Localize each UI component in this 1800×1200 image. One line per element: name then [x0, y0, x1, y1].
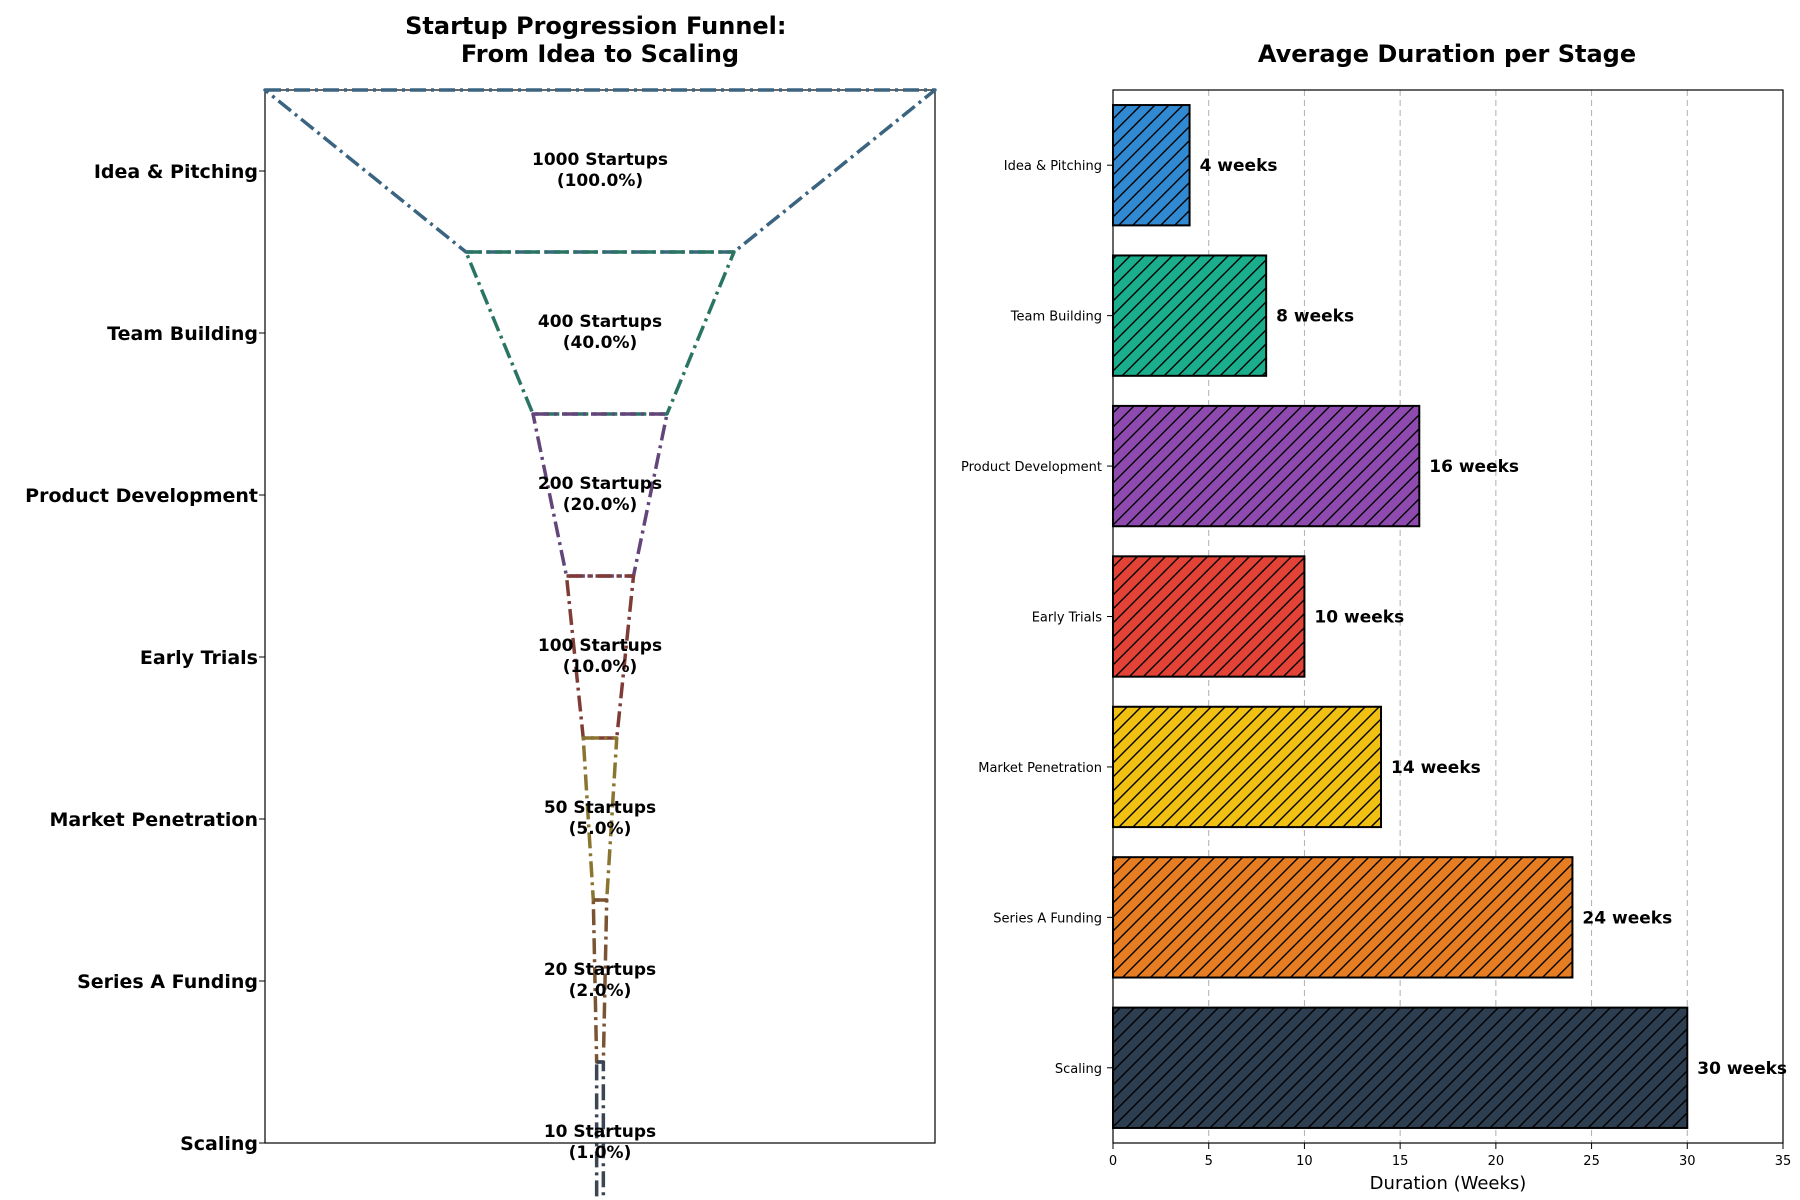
bar-x-axis-label: Duration (Weeks) [1370, 1173, 1527, 1194]
bar-product-development [1112, 404, 1421, 528]
bar-xtick-label-20: 20 [1488, 1154, 1505, 1169]
funnel-pct-label-early-trials: (10.0%) [563, 657, 638, 677]
bar-market-penetration [1112, 705, 1382, 829]
bar-ytick-label-team-building: Team Building [1010, 310, 1102, 325]
funnel-count-label-team-building: 400 Startups [538, 312, 662, 332]
bar-xtick-label-0: 0 [1109, 1154, 1117, 1169]
funnel-stage-label-market-penetration: Market Penetration [50, 809, 258, 831]
funnel-segment-early-trials [564, 574, 636, 740]
bar-value-label-series-a-funding: 24 weeks [1582, 908, 1672, 928]
bar-xtick-label-15: 15 [1392, 1154, 1409, 1169]
bar-value-label-scaling: 30 weeks [1697, 1059, 1787, 1079]
bar-chart-title: Average Duration per Stage [1258, 40, 1636, 68]
bar-ytick-label-scaling: Scaling [1055, 1062, 1102, 1077]
funnel-pct-label-product-development: (20.0%) [563, 495, 638, 515]
funnel-layer: Idea & Pitching 1000 Startups(100.0%) Team… [25, 88, 937, 1200]
funnel-pct-label-market-penetration: (5.0%) [569, 819, 632, 839]
funnel-pct-label-idea-pitching: (100.0%) [557, 171, 643, 191]
bar-value-label-market-penetration: 14 weeks [1391, 758, 1481, 778]
bar-team-building [1112, 254, 1268, 377]
funnel-pct-label-team-building: (40.0%) [563, 333, 638, 353]
bar-xtick-label-5: 5 [1205, 1154, 1213, 1169]
funnel-count-label-scaling: 10 Startups [544, 1122, 656, 1142]
funnel-count-label-idea-pitching: 1000 Startups [532, 150, 668, 170]
bar-early-trials [1112, 555, 1306, 678]
funnel-stage-label-product-development: Product Development [25, 485, 258, 507]
funnel-title-line-2: From Idea to Scaling [461, 40, 739, 68]
bar-xtick-label-10: 10 [1296, 1154, 1313, 1169]
bar-value-label-early-trials: 10 weeks [1314, 608, 1404, 628]
funnel-pct-label-scaling: (1.0%) [569, 1143, 632, 1163]
bar-ytick-label-idea-pitching: Idea & Pitching [1004, 159, 1102, 174]
bar-layer: 4 weeks 8 weeks 16 weeks 10 weeks 14 weeks 24… [1112, 104, 1787, 1129]
funnel-stage-label-series-a-funding: Series A Funding [77, 971, 258, 993]
funnel-title-line-1: Startup Progression Funnel: [405, 12, 786, 40]
duration-bar-chart: Average Duration per Stage 4 weeks 8 week… [961, 40, 1791, 1194]
bar-value-label-team-building: 8 weeks [1276, 307, 1354, 327]
funnel-count-label-early-trials: 100 Startups [538, 636, 662, 656]
funnel-count-label-product-development: 200 Startups [538, 474, 662, 494]
bar-xtick-label-35: 35 [1775, 1154, 1792, 1169]
funnel-count-label-series-a-funding: 20 Startups [544, 960, 656, 980]
funnel-stage-label-scaling: Scaling [180, 1133, 258, 1155]
bar-xtick-label-30: 30 [1679, 1154, 1696, 1169]
funnel-chart: Startup Progression Funnel: From Idea to… [25, 12, 937, 1200]
bar-idea-pitching [1112, 104, 1191, 227]
bar-xtick-label-25: 25 [1583, 1154, 1600, 1169]
funnel-title: Startup Progression Funnel: From Idea to… [405, 12, 795, 68]
bar-scaling [1112, 1006, 1689, 1129]
funnel-pct-label-series-a-funding: (2.0%) [569, 981, 632, 1001]
bar-ytick-label-early-trials: Early Trials [1032, 611, 1103, 626]
funnel-stage-label-idea-pitching: Idea & Pitching [94, 161, 258, 183]
funnel-count-label-market-penetration: 50 Startups [544, 798, 656, 818]
bar-series-a-funding [1112, 856, 1574, 979]
bar-axes: 0 5 10 15 20 25 30 35 Idea & Pitching Team Buildi… [961, 159, 1791, 1169]
bar-ytick-label-product-development: Product Development [961, 460, 1102, 475]
bar-ytick-label-market-penetration: Market Penetration [978, 761, 1102, 776]
funnel-stage-label-early-trials: Early Trials [140, 647, 258, 669]
funnel-segment-scaling [594, 1060, 606, 1200]
bar-ytick-label-series-a-funding: Series A Funding [993, 911, 1102, 926]
bar-value-label-product-development: 16 weeks [1429, 457, 1519, 477]
funnel-stage-label-team-building: Team Building [107, 323, 258, 345]
funnel-segment-team-building [464, 250, 736, 416]
bar-value-label-idea-pitching: 4 weeks [1200, 156, 1278, 176]
